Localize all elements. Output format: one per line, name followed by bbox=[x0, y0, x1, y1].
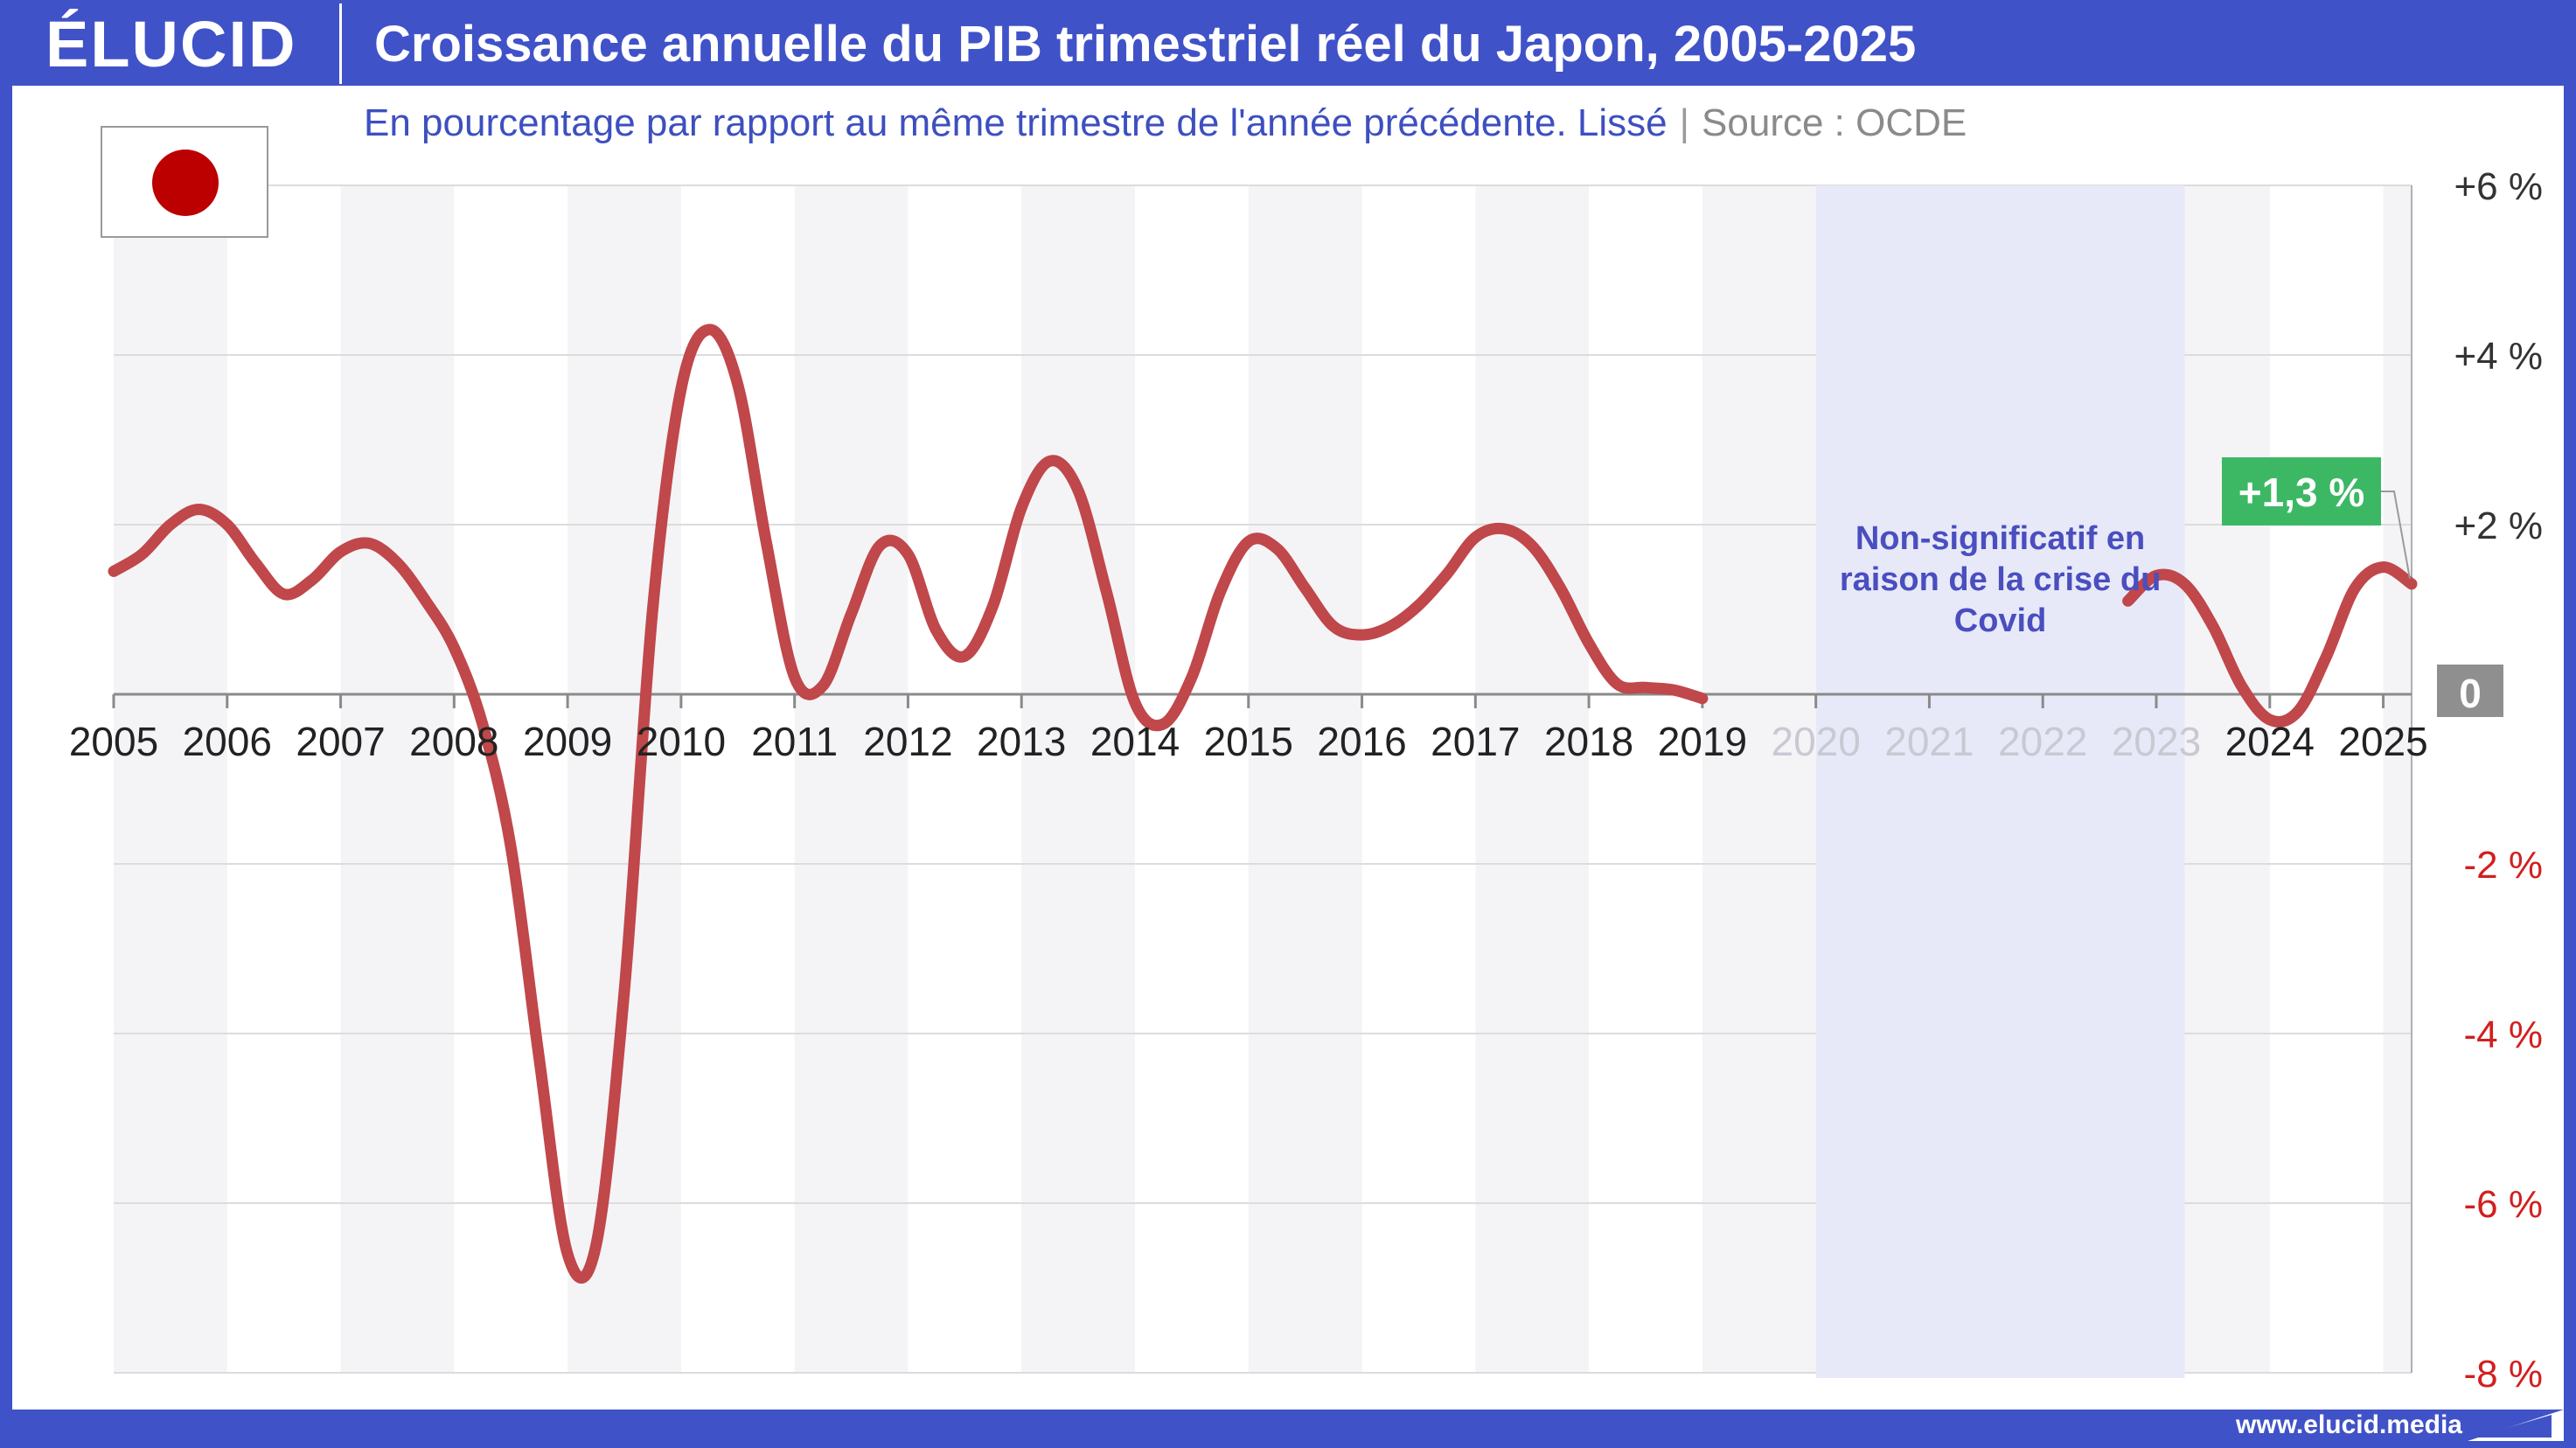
footer-url[interactable]: www.elucid.media bbox=[2236, 1410, 2462, 1439]
x-tick-label: 2016 bbox=[1317, 719, 1406, 764]
covid-annotation: Non-significatif en bbox=[1855, 520, 2145, 557]
year-shade-band bbox=[340, 185, 455, 1373]
x-tick-label: 2010 bbox=[637, 719, 726, 764]
x-tick-label: 2021 bbox=[1884, 719, 1974, 764]
subtitle-text: En pourcentage par rapport au même trime… bbox=[364, 101, 1667, 144]
x-tick-label: 2012 bbox=[863, 719, 952, 764]
year-shade-band bbox=[1021, 185, 1135, 1373]
x-tick-label: 2022 bbox=[1998, 719, 2087, 764]
x-tick-label: 2020 bbox=[1771, 719, 1860, 764]
y-tick-label: 0 bbox=[2459, 671, 2482, 716]
year-shade-band bbox=[567, 185, 681, 1373]
x-tick-label: 2006 bbox=[183, 719, 272, 764]
flag-red-disc bbox=[152, 150, 219, 216]
x-tick-label: 2014 bbox=[1090, 719, 1180, 764]
x-tick-label: 2025 bbox=[2338, 719, 2427, 764]
page-title: Croissance annuelle du PIB trimestriel r… bbox=[374, 16, 1917, 73]
covid-annotation: Covid bbox=[1954, 602, 2047, 639]
x-tick-label: 2007 bbox=[296, 719, 385, 764]
x-tick-label: 2015 bbox=[1204, 719, 1293, 764]
japan-flag-icon bbox=[101, 126, 268, 238]
chart-subtitle: En pourcentage par rapport au même trime… bbox=[364, 93, 1967, 154]
x-tick-label: 2018 bbox=[1544, 719, 1633, 764]
x-tick-label: 2017 bbox=[1431, 719, 1520, 764]
year-shade-band bbox=[1702, 185, 1816, 1373]
gdp-growth-line bbox=[108, 324, 1709, 1284]
covid-annotation: raison de la crise du bbox=[1840, 561, 2161, 598]
y-tick-label: +2 % bbox=[2454, 505, 2543, 547]
source-label: Source : OCDE bbox=[1702, 101, 1967, 144]
year-shade-band bbox=[2383, 185, 2412, 1373]
elucid-logo: ÉLUCID bbox=[45, 8, 297, 80]
x-tick-label: 2019 bbox=[1658, 719, 1747, 764]
year-shade-band bbox=[114, 185, 227, 1373]
zero-badge bbox=[2437, 665, 2503, 717]
header-divider bbox=[339, 3, 342, 84]
y-tick-label: -6 % bbox=[2464, 1183, 2543, 1226]
x-tick-label: 2013 bbox=[977, 719, 1066, 764]
last-value-label: +1,3 % bbox=[2238, 470, 2365, 515]
y-tick-label: -4 % bbox=[2464, 1013, 2543, 1056]
x-tick-label: 2005 bbox=[69, 719, 158, 764]
x-tick-label: 2011 bbox=[751, 719, 838, 764]
x-tick-label: 2024 bbox=[2225, 719, 2315, 764]
x-tick-label: 2009 bbox=[523, 719, 612, 764]
gdp-growth-line bbox=[2122, 561, 2418, 727]
last-value-badge bbox=[2222, 457, 2381, 526]
y-tick-label: -2 % bbox=[2464, 844, 2543, 887]
subtitle-separator: | bbox=[1679, 101, 1690, 144]
y-tick-label: +6 % bbox=[2454, 165, 2543, 208]
x-tick-label: 2023 bbox=[2112, 719, 2201, 764]
y-tick-label: +4 % bbox=[2454, 335, 2543, 378]
elucid-arrow-icon bbox=[2468, 1410, 2564, 1441]
year-shade-band bbox=[794, 185, 909, 1373]
covid-region bbox=[1815, 185, 2185, 1378]
year-shade-band bbox=[1248, 185, 1362, 1373]
y-tick-label: -8 % bbox=[2464, 1353, 2543, 1396]
value-label-leader bbox=[2380, 491, 2411, 580]
x-tick-label: 2008 bbox=[409, 719, 498, 764]
header-bar: ÉLUCID Croissance annuelle du PIB trimes… bbox=[0, 0, 2576, 86]
year-shade-band bbox=[1475, 185, 1590, 1373]
